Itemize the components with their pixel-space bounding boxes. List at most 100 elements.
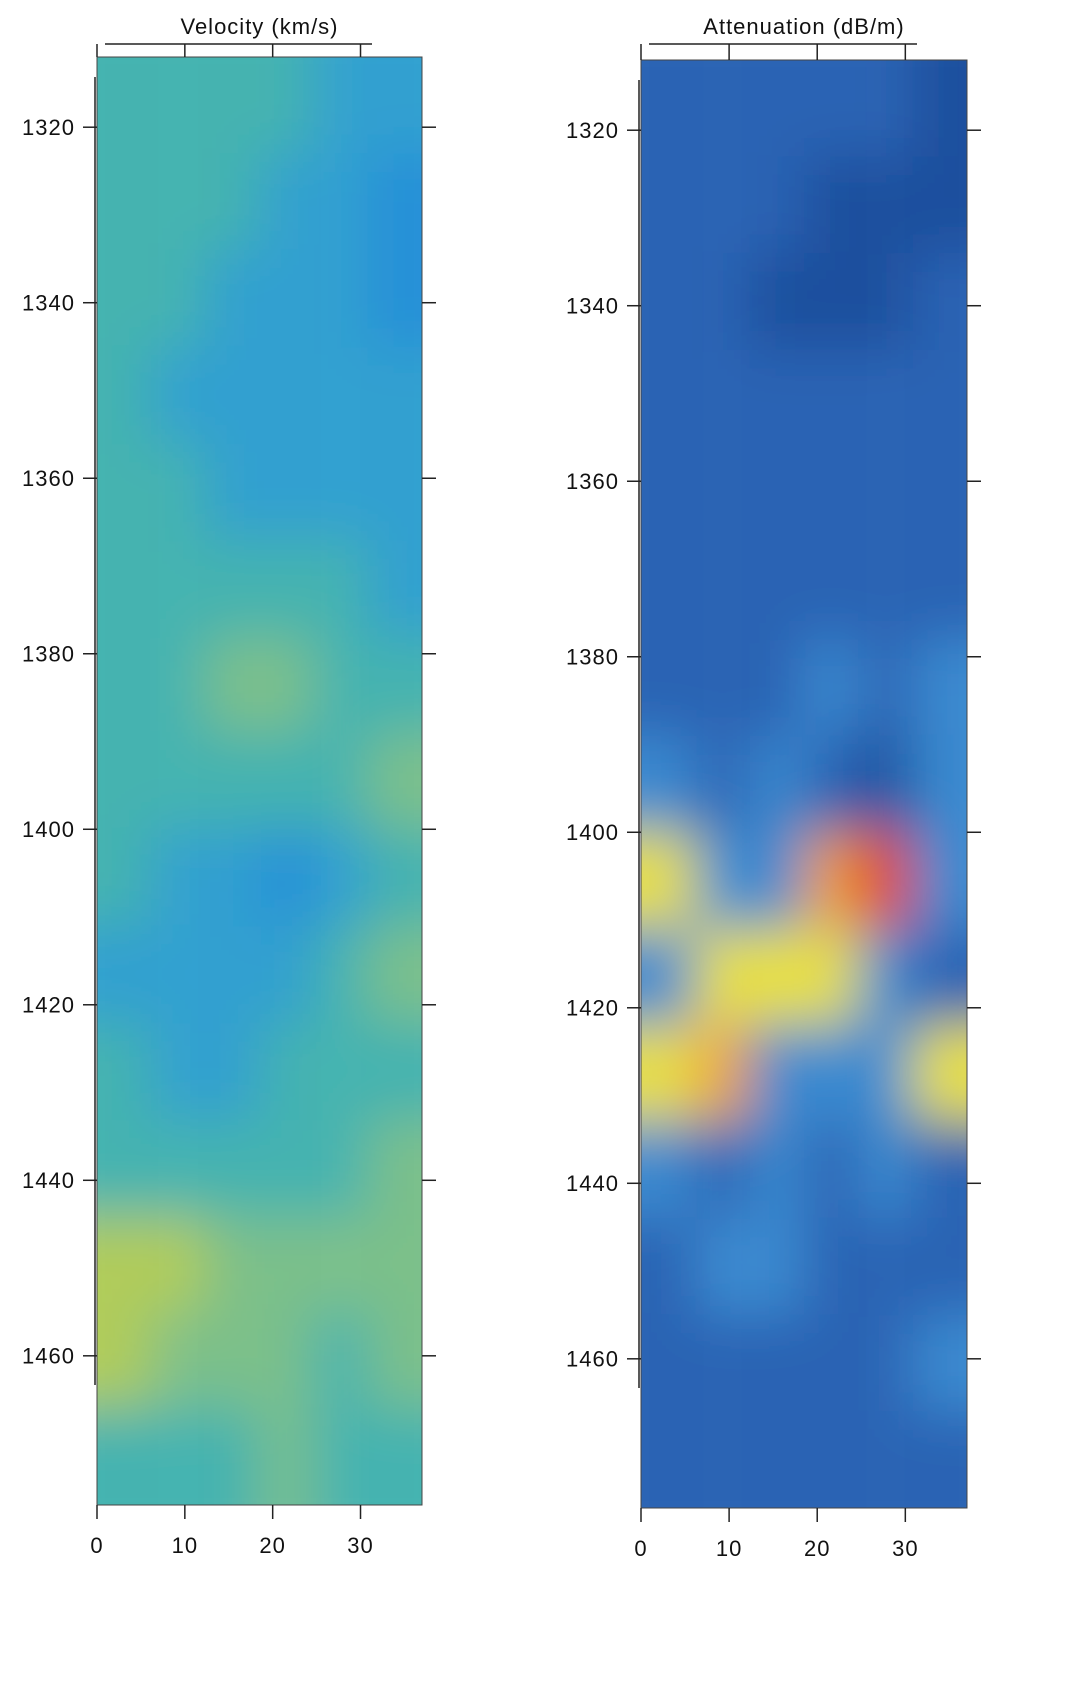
heatmap-cell <box>641 928 696 1026</box>
heatmap-cell <box>367 443 422 540</box>
heatmap-cell <box>151 1118 206 1216</box>
heatmap-field <box>641 60 967 1508</box>
heatmap-cell <box>97 57 152 154</box>
heatmap-cell <box>912 1314 967 1412</box>
heatmap-cell <box>367 346 422 444</box>
heatmap-cell <box>313 732 368 830</box>
heatmap-cells <box>641 60 967 1508</box>
heatmap-cell <box>695 1025 750 1122</box>
heatmap-cell <box>749 1121 804 1219</box>
heatmap-cell <box>804 1121 859 1219</box>
heatmap-cell <box>695 1121 750 1219</box>
heatmap-cell <box>804 1025 859 1122</box>
heatmap-cell <box>313 346 368 444</box>
heatmap-cell <box>804 1411 859 1508</box>
heatmap-cell <box>97 1311 152 1409</box>
x-tick-label: 20 <box>259 1533 285 1558</box>
heatmap-cell <box>151 1022 206 1119</box>
heatmap-cell <box>367 829 422 926</box>
heatmap-cell <box>313 1311 368 1409</box>
heatmap-cell <box>97 1118 152 1216</box>
heatmap-cell <box>858 253 913 350</box>
heatmap-cell <box>641 1314 696 1412</box>
x-tick-label: 10 <box>716 1536 742 1561</box>
heatmap-cell <box>367 153 422 251</box>
heatmap-cell <box>695 639 750 736</box>
heatmap-cell <box>641 1218 696 1315</box>
heatmap-cell <box>641 253 696 350</box>
heatmap-cell <box>313 636 368 733</box>
heatmap-cell <box>695 1411 750 1508</box>
heatmap-cell <box>858 446 913 543</box>
x-tick-label: 30 <box>347 1533 373 1558</box>
heatmap-cell <box>804 156 859 254</box>
heatmap-cell <box>749 832 804 929</box>
heatmap-cell <box>259 153 314 251</box>
heatmap-cell <box>804 1218 859 1315</box>
x-tick-label: 20 <box>804 1536 830 1561</box>
heatmap-cell <box>912 832 967 929</box>
heatmap-cell <box>749 156 804 254</box>
heatmap-cell <box>151 539 206 637</box>
heatmap-cell <box>205 732 260 830</box>
heatmap-cell <box>259 1022 314 1119</box>
heatmap-cell <box>858 156 913 254</box>
heatmap-cell <box>97 1408 152 1505</box>
heatmap-cell <box>205 925 260 1023</box>
y-tick-label: 1420 <box>22 993 75 1018</box>
y-tick-label: 1320 <box>566 118 619 143</box>
heatmap-cell <box>858 1218 913 1315</box>
heatmap-cell <box>205 636 260 733</box>
heatmap-cell <box>205 1215 260 1312</box>
heatmap-cell <box>749 1314 804 1412</box>
y-tick-label: 1400 <box>566 820 619 845</box>
heatmap-cell <box>641 735 696 833</box>
heatmap-cell <box>259 1311 314 1409</box>
heatmap-cell <box>804 542 859 640</box>
heatmap-cell <box>804 349 859 447</box>
heatmap-cell <box>367 732 422 830</box>
heatmap-cell <box>641 156 696 254</box>
heatmap-cell <box>695 156 750 254</box>
heatmap-cell <box>151 250 206 347</box>
heatmap-cell <box>259 732 314 830</box>
heatmap-cell <box>205 443 260 540</box>
heatmap-cell <box>858 349 913 447</box>
heatmap-cell <box>151 57 206 154</box>
heatmap-cell <box>259 1118 314 1216</box>
heatmap-cell <box>151 346 206 444</box>
heatmap-cell <box>695 253 750 350</box>
heatmap-cell <box>205 1311 260 1409</box>
heatmap-cell <box>151 1408 206 1505</box>
heatmap-cell <box>367 539 422 637</box>
heatmap-cell <box>749 253 804 350</box>
heatmap-cell <box>313 539 368 637</box>
heatmap-cell <box>858 1121 913 1219</box>
panel: Velocity (km/s) 0 10 20 30 1320 1340 1360 1380 14… <box>22 14 436 1558</box>
heatmap-cell <box>151 1215 206 1312</box>
x-tick-label: 10 <box>172 1533 198 1558</box>
heatmap-cell <box>97 346 152 444</box>
heatmap-cell <box>313 153 368 251</box>
heatmap-cell <box>641 832 696 929</box>
heatmap-cell <box>641 542 696 640</box>
y-tick-label: 1440 <box>22 1168 75 1193</box>
heatmap-cell <box>641 349 696 447</box>
heatmap-cell <box>97 153 152 251</box>
heatmap-cell <box>151 925 206 1023</box>
heatmap-cell <box>205 250 260 347</box>
heatmap-cell <box>313 1022 368 1119</box>
heatmap-cell <box>695 735 750 833</box>
heatmap-cell <box>313 250 368 347</box>
heatmap-cell <box>259 1215 314 1312</box>
y-tick-label: 1320 <box>22 115 75 140</box>
heatmap-field <box>97 57 422 1505</box>
heatmap-cell <box>367 1215 422 1312</box>
heatmap-cell <box>367 250 422 347</box>
heatmap-cell <box>749 1411 804 1508</box>
y-tick-label: 1460 <box>566 1347 619 1372</box>
heatmap-cell <box>367 57 422 154</box>
heatmap-cell <box>205 1408 260 1505</box>
heatmap-cell <box>912 446 967 543</box>
